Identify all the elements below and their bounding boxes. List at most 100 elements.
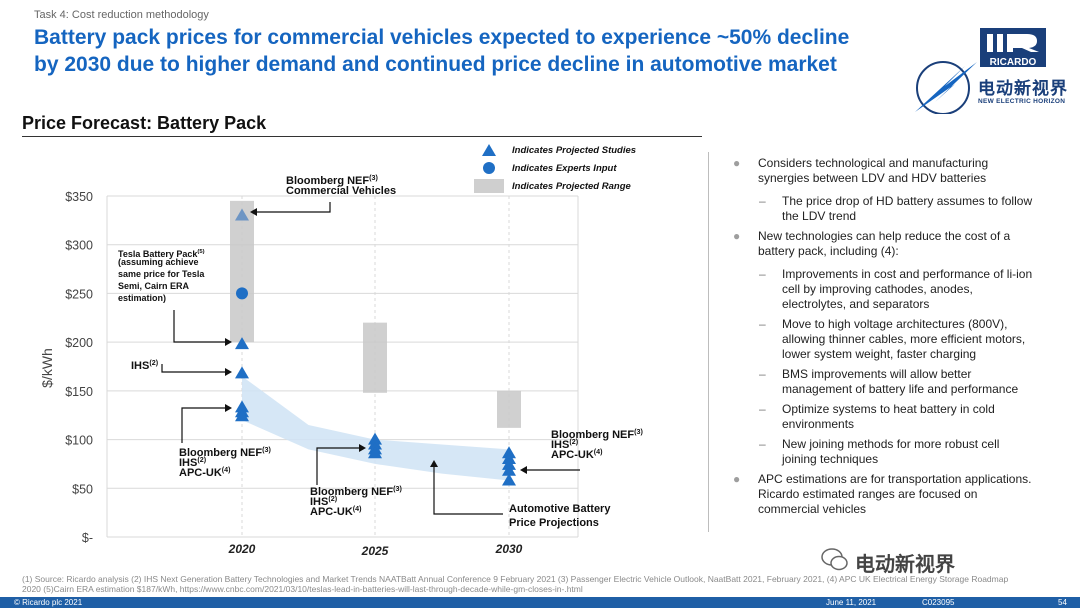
annotation-group-2020-line: IHS [179,457,197,469]
footer-date: June 11, 2021 [826,598,877,607]
page-headline: Battery pack prices for commercial vehic… [34,24,934,78]
arrow-group2020 [181,407,228,443]
footer-page-number: 54 [1058,598,1067,607]
study-triangle [235,337,249,350]
bullet-text: APC estimations are for transportation a… [758,472,1032,516]
bullet-sub-item: – Move to high voltage architectures (800… [705,317,1035,362]
annotation-group-2030: Bloomberg NEF(3) IHS(2) APC-UK(4) [551,428,643,461]
legend-circle-icon [483,162,495,174]
bullet-dot-icon: ● [733,472,741,486]
annotation-group-2020-line: Bloomberg NEF [179,447,262,459]
bullet-sub-item: – Optimize systems to heat battery in col… [705,402,1035,432]
footer-code: C023095 [922,598,955,607]
legend-experts-label: Indicates Experts Input [512,163,617,174]
annotation-group-2020-line: APC-UK [179,467,222,479]
task-label: Task 4: Cost reduction methodology [34,9,209,21]
x-tick-label: 2020 [228,542,256,556]
range-bar [230,200,254,343]
annotation-group-2030-sup: (4) [594,448,603,456]
bullet-sub-text: Move to high voltage architectures (800V… [782,317,1026,361]
y-tick-label: $150 [65,385,93,399]
bullet-sub-text: The price drop of HD battery assumes to … [782,194,1033,223]
y-tick-label: $100 [65,434,93,448]
arrow-group2025 [316,447,362,485]
annotation-bnef-cv-line: Commercial Vehicles [286,185,396,197]
annotation-bnef-cv-line: Bloomberg NEF [286,175,369,187]
y-tick-label: $200 [65,336,93,350]
annotation-ihs: IHS(2) [131,359,159,372]
legend-triangle-icon [482,144,496,156]
annotation-group-2030-line: APC-UK [551,449,594,461]
projected-ranges [230,200,521,428]
bullet-sub-text: BMS improvements will allow better manag… [782,367,1019,396]
annotation-group-2020-sup: (2) [197,456,206,464]
y-tick-label: $50 [72,482,93,496]
headline-line-1: Battery pack prices for commercial vehic… [34,26,850,49]
study-triangle [235,208,249,221]
annotation-ihs-sup: (2) [149,359,158,367]
wechat-icon [821,548,848,571]
arrow-projection [433,464,503,515]
watermark-text: 电动新视界 [855,554,955,576]
bullet-dot-icon: ● [733,156,741,170]
annotation-tesla-line: (assuming achieve [118,257,199,267]
x-tick-label: 2030 [495,542,523,556]
footnote: (1) Source: Ricardo analysis (2) IHS Nex… [22,574,1009,594]
dash-icon: – [759,317,766,331]
arrow-tesla [173,310,228,343]
section-title: Price Forecast: Battery Pack [22,113,267,133]
annotation-tesla-line: Tesla Battery Pack [118,249,198,259]
annotation-group-2025-sup: (4) [353,505,362,513]
x-axis-ticks: 2020 2025 2030 [228,542,523,558]
bullet-sub-item: – Improvements in cost and performance of… [705,267,1035,312]
bullet-dot-icon: ● [733,229,741,243]
study-triangle [235,409,249,422]
annotation-projection: Automotive Battery Price Projections [509,503,611,529]
arrow-ihs [161,364,228,373]
annotation-tesla-line: estimation) [118,293,166,303]
x-tick-label: 2025 [361,544,389,558]
annotation-tesla-sup: (5) [197,249,204,255]
bullet-text: Considers technological and manufacturin… [758,156,989,185]
bullet-item: ● APC estimations are for transportation … [705,472,1035,517]
footer-copyright: © Ricardo plc 2021 [14,598,83,607]
y-axis-label: $/kWh [39,348,55,388]
annotation-group-2025-line: APC-UK [310,506,353,518]
annotation-group-2025-line: IHS [310,496,328,508]
study-triangle [235,366,249,379]
annotation-group-2030-line: IHS [551,439,569,451]
legend-studies-label: Indicates Projected Studies [512,145,636,156]
chart-grid [106,195,579,538]
dash-icon: – [759,367,766,381]
annotation-ihs-line: IHS [131,360,149,372]
projection-band [242,376,509,481]
annotation-projection-line: Price Projections [509,517,599,529]
annotation-bnef-cv-sup: (3) [369,174,378,182]
bullet-sub-item: – BMS improvements will allow better mana… [705,367,1035,397]
legend-range-swatch [474,179,504,193]
chart-annotations: Bloomberg NEF(3) Commercial VehiclesTesla… [118,174,643,529]
study-triangle [368,446,382,459]
bullet-sub-item: – The price drop of HD battery assumes to… [705,194,1035,224]
annotation-group-2025-line: Bloomberg NEF [310,486,393,498]
annotation-group-2020-sup: (4) [222,466,231,474]
annotation-tesla: Tesla Battery Pack(5) (assuming achieve sa… [118,249,205,303]
range-bar [497,390,521,428]
annotation-group-2025-sup: (3) [393,485,402,493]
headline-line-2: by 2030 due to higher demand and continu… [34,53,837,76]
annotation-group-2030-line: Bloomberg NEF [551,429,634,441]
logo-english-text: NEW ELECTRIC HORIZON [978,98,1066,105]
dash-icon: – [759,267,766,281]
annotation-group-2020-sup: (3) [262,446,271,454]
dash-icon: – [759,437,766,451]
annotation-group-2025: Bloomberg NEF(3) IHS(2) APC-UK(4) [310,485,402,518]
logo-chinese-text: 电动新视界 [978,79,1068,98]
study-triangle [502,463,516,476]
expert-circle [236,287,248,300]
bullet-list: ● Considers technological and manufacturi… [705,156,1035,525]
data-markers [235,208,516,486]
bullet-sub-item: – New joining methods for more robust cel… [705,437,1035,467]
bullet-sub-text: Improvements in cost and performance of … [782,267,1033,311]
range-bar [363,322,387,393]
